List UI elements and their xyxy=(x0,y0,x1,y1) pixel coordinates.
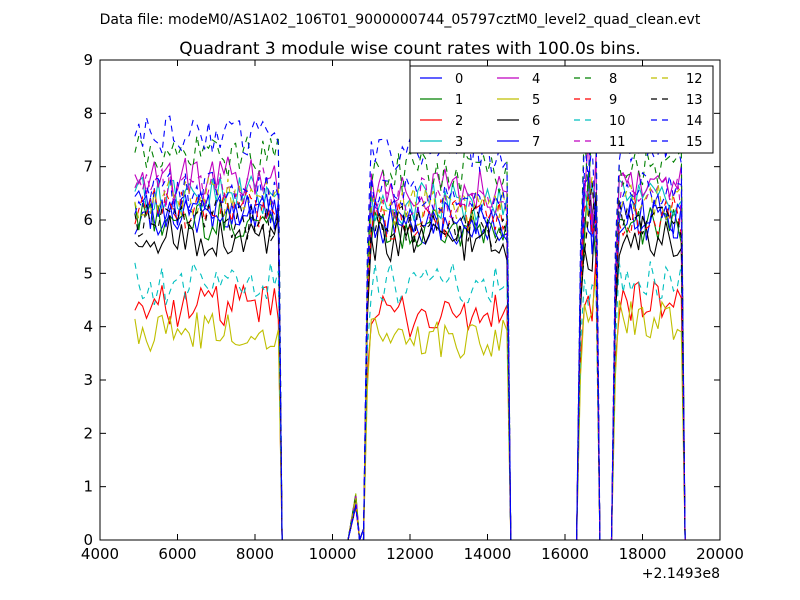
legend-label-11: 11 xyxy=(609,135,626,150)
x-offset-label: +2.1493e8 xyxy=(642,566,720,582)
legend-label-10: 10 xyxy=(609,114,626,129)
legend-label-7: 7 xyxy=(532,135,540,150)
chart-title: Quadrant 3 module wise count rates with … xyxy=(179,39,640,59)
series-line-1 xyxy=(134,175,686,541)
chart-suptitle: Data file: modeM0/AS1A02_106T01_90000007… xyxy=(100,12,701,28)
series-line-13 xyxy=(134,182,686,541)
x-tick-label: 20000 xyxy=(696,545,744,563)
legend-label-9: 9 xyxy=(609,93,617,108)
x-tick-label: 12000 xyxy=(386,545,434,563)
series-line-3 xyxy=(134,174,686,541)
legend-label-1: 1 xyxy=(455,93,463,108)
legend-label-5: 5 xyxy=(532,93,540,108)
x-tick-label: 6000 xyxy=(158,545,196,563)
legend-label-8: 8 xyxy=(609,72,617,87)
legend-label-15: 15 xyxy=(686,135,703,150)
plot-lines xyxy=(134,104,686,541)
legend-label-14: 14 xyxy=(686,114,703,129)
series-line-5 xyxy=(134,274,686,541)
y-tick-label: 3 xyxy=(83,371,93,389)
series-line-7 xyxy=(134,176,686,541)
y-tick-label: 9 xyxy=(83,51,93,69)
y-tick-label: 8 xyxy=(83,104,93,122)
x-tick-label: 4000 xyxy=(81,545,119,563)
legend-label-6: 6 xyxy=(532,114,540,129)
series-line-10 xyxy=(134,261,686,541)
legend-label-3: 3 xyxy=(455,135,463,150)
x-tick-label: 8000 xyxy=(236,545,274,563)
x-tick-label: 18000 xyxy=(619,545,667,563)
series-line-12 xyxy=(134,175,686,541)
y-tick-label: 7 xyxy=(83,158,93,176)
legend-label-0: 0 xyxy=(455,72,463,87)
legend-label-2: 2 xyxy=(455,114,463,129)
series-line-2 xyxy=(134,255,686,541)
legend-box xyxy=(409,65,714,154)
x-tick-label: 10000 xyxy=(309,545,357,563)
legend-label-13: 13 xyxy=(686,93,703,108)
legend-label-12: 12 xyxy=(686,72,703,87)
y-tick-label: 0 xyxy=(83,531,93,549)
axis-ticks: 4000 6000 8000 10000 12000 14000 16000 18000 200… xyxy=(81,51,744,563)
y-tick-label: 6 xyxy=(83,211,93,229)
legend-label-4: 4 xyxy=(532,72,540,87)
x-tick-label: 14000 xyxy=(464,545,512,563)
series-line-14 xyxy=(134,104,686,541)
series-line-15 xyxy=(134,136,686,541)
y-tick-label: 1 xyxy=(83,478,93,496)
y-tick-label: 2 xyxy=(83,424,93,442)
x-tick-label: 16000 xyxy=(541,545,589,563)
y-tick-label: 5 xyxy=(83,264,93,282)
y-tick-label: 4 xyxy=(83,318,93,336)
